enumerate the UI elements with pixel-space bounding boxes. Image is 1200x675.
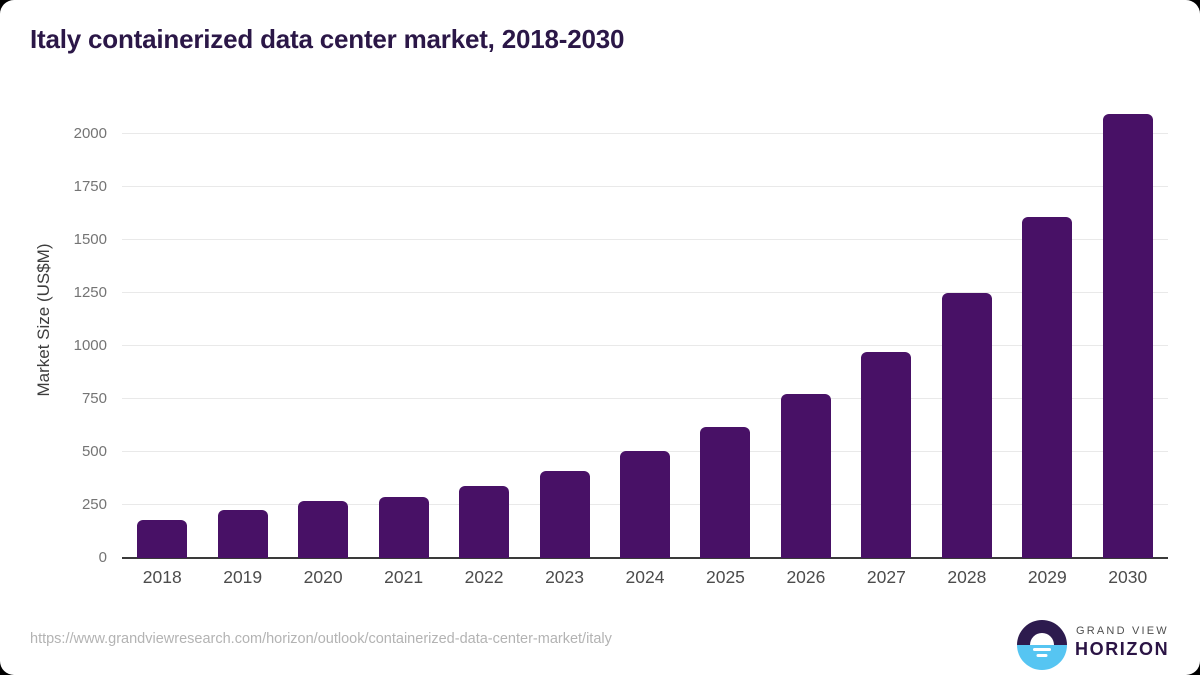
x-tick-label-2020: 2020 bbox=[303, 567, 343, 587]
gridline-2000 bbox=[122, 132, 1168, 134]
bar-2029[interactable] bbox=[1022, 216, 1073, 558]
icon-ripple bbox=[1036, 654, 1048, 657]
x-tick-label-2024: 2024 bbox=[625, 567, 665, 587]
x-tick-label-2028: 2028 bbox=[947, 567, 987, 587]
gridline-750 bbox=[122, 397, 1168, 399]
logo-text-horizon: HORIZON bbox=[1075, 639, 1170, 659]
x-tick-label-2021: 2021 bbox=[384, 567, 424, 587]
grand-view-horizon-logo: GRAND VIEW HORIZON bbox=[1017, 620, 1170, 670]
x-tick-label-2022: 2022 bbox=[464, 567, 504, 587]
horizon-sun-icon bbox=[1017, 620, 1067, 670]
x-tick-label-2030: 2030 bbox=[1108, 567, 1148, 587]
source-url: https://www.grandviewresearch.com/horizo… bbox=[30, 631, 612, 647]
y-tick-label-1750: 1750 bbox=[73, 177, 107, 195]
x-axis-line bbox=[122, 557, 1168, 559]
bar-2028[interactable] bbox=[941, 293, 992, 558]
y-tick-label-500: 500 bbox=[81, 442, 107, 460]
bar-2023[interactable] bbox=[539, 471, 590, 558]
chart-title: Italy containerized data center market, … bbox=[30, 24, 625, 54]
y-tick-label-750: 750 bbox=[81, 389, 107, 407]
gridline-1500 bbox=[122, 238, 1168, 240]
x-axis-tick-labels: 2018 2019 2020 2021 2022 2023 2024 2025 2026 2027… bbox=[122, 567, 1168, 593]
icon-sun bbox=[1030, 633, 1054, 645]
y-tick-label-1000: 1000 bbox=[73, 336, 107, 354]
bar-2021[interactable] bbox=[378, 497, 429, 558]
plot-area bbox=[122, 105, 1168, 559]
x-tick-label-2027: 2027 bbox=[866, 567, 906, 587]
logo-text-grand-view: GRAND VIEW bbox=[1076, 625, 1169, 637]
y-tick-label-2000: 2000 bbox=[73, 124, 107, 142]
bar-2030[interactable] bbox=[1102, 113, 1153, 558]
bar-2019[interactable] bbox=[217, 509, 268, 558]
y-axis-tick-labels: 0 250 500 750 1000 1250 1500 1750 2000 bbox=[0, 105, 107, 566]
bar-2020[interactable] bbox=[298, 500, 349, 558]
x-tick-label-2025: 2025 bbox=[705, 567, 745, 587]
y-tick-label-0: 0 bbox=[98, 549, 107, 566]
gridline-1250 bbox=[122, 291, 1168, 293]
y-tick-label-1250: 1250 bbox=[73, 283, 107, 301]
bar-2022[interactable] bbox=[459, 485, 510, 558]
x-tick-label-2018: 2018 bbox=[142, 567, 182, 587]
gridline-1000 bbox=[122, 344, 1168, 346]
bar-2027[interactable] bbox=[861, 351, 912, 558]
x-tick-label-2023: 2023 bbox=[545, 567, 584, 587]
icon-ripple bbox=[1033, 648, 1051, 651]
x-tick-label-2026: 2026 bbox=[786, 567, 826, 587]
y-tick-label-250: 250 bbox=[81, 495, 107, 513]
bar-2024[interactable] bbox=[620, 450, 670, 558]
bar-2025[interactable] bbox=[700, 427, 751, 558]
x-tick-label-2029: 2029 bbox=[1027, 567, 1067, 587]
gridline-1750 bbox=[122, 185, 1168, 187]
y-tick-label-1500: 1500 bbox=[73, 230, 107, 248]
bar-2026[interactable] bbox=[780, 393, 831, 558]
x-tick-label-2019: 2019 bbox=[223, 567, 263, 587]
bar-2018[interactable] bbox=[137, 519, 188, 558]
